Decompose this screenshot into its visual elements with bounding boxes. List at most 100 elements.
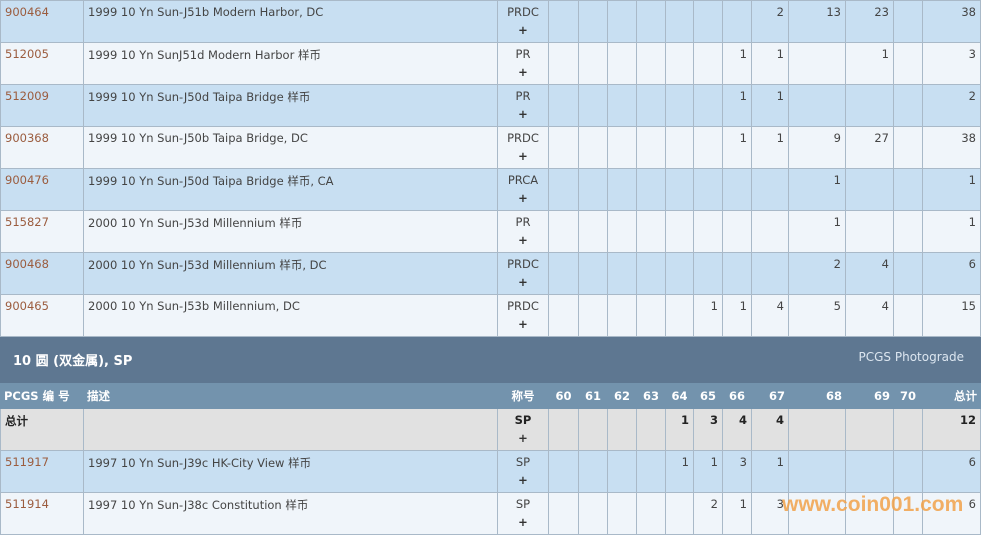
grade-69-count: 1 [845, 42, 894, 85]
grade-70-count [893, 84, 923, 127]
plus-grade-toggle[interactable]: + [518, 473, 528, 487]
grade-68-count [788, 42, 846, 85]
grade-66-count: 1 [722, 126, 752, 169]
pcgs-number-link[interactable]: 900368 [5, 131, 49, 145]
table-row: 900476 1999 10 Yn Sun-J50d Taipa Bridge 样… [0, 168, 981, 211]
pcgs-number-link[interactable]: 511914 [5, 497, 49, 511]
header-description: 描述 [83, 382, 498, 409]
grade-69-count [845, 492, 894, 535]
grade-67-count: 1 [751, 450, 789, 493]
description-cell: 2000 10 Yn Sun-J53b Millennium, DC [83, 294, 498, 337]
grade-65-count: 2 [693, 492, 723, 535]
plus-grade-toggle[interactable]: + [518, 275, 528, 289]
grade-61-count [578, 126, 608, 169]
grade-70-count [893, 252, 923, 295]
header-grade-66: 66 [722, 382, 752, 409]
total-count: 12 [922, 408, 981, 451]
plus-grade-toggle[interactable]: + [518, 233, 528, 247]
designation: PRDC [507, 299, 539, 313]
grade-70-count [893, 210, 923, 253]
pcgs-number-cell: 512005 [0, 42, 84, 85]
grade-64-count: 1 [665, 408, 694, 451]
grade-60-count [548, 492, 579, 535]
designation: PR [515, 89, 531, 103]
description: 2000 10 Yn Sun-J53d Millennium 样币, DC [88, 258, 327, 272]
grade-66-count: 1 [722, 492, 752, 535]
grade-70-count [893, 450, 923, 493]
pcgs-number-link[interactable]: 512005 [5, 47, 49, 61]
grade-64-count: 1 [665, 450, 694, 493]
designation: PRDC [507, 131, 539, 145]
grade-70-count [893, 126, 923, 169]
plus-grade-toggle[interactable]: + [518, 191, 528, 205]
grade-69-count: 4 [845, 252, 894, 295]
grade-67-count: 4 [751, 294, 789, 337]
header-total: 总计 [922, 382, 981, 409]
grade-66-count: 1 [722, 84, 752, 127]
header-grade-63: 63 [636, 382, 666, 409]
description-cell: 2000 10 Yn Sun-J53d Millennium 样币 [83, 210, 498, 253]
designation-cell: PRDC + [497, 0, 549, 43]
grade-65-count: 3 [693, 408, 723, 451]
description: 1999 10 Yn Sun-J51b Modern Harbor, DC [88, 5, 324, 19]
grade-65-count [693, 210, 723, 253]
grade-69-count: 27 [845, 126, 894, 169]
table-row: 总计 SP +1 3 4 4 12 [0, 408, 981, 451]
plus-grade-toggle[interactable]: + [518, 23, 528, 37]
description-cell: 1997 10 Yn Sun-J38c Constitution 样币 [83, 492, 498, 535]
pcgs-number-link[interactable]: 511917 [5, 455, 49, 469]
total-count: 1 [922, 210, 981, 253]
pcgs-number-cell: 512009 [0, 84, 84, 127]
grade-61-count [578, 168, 608, 211]
description: 1999 10 Yn Sun-J50d Taipa Bridge 样币, CA [88, 174, 334, 188]
designation-cell: PRDC + [497, 294, 549, 337]
table-row: 515827 2000 10 Yn Sun-J53d Millennium 样币 P… [0, 210, 981, 253]
grade-66-count [722, 0, 752, 43]
description: 2000 10 Yn Sun-J53b Millennium, DC [88, 299, 300, 313]
pcgs-number-link[interactable]: 512009 [5, 89, 49, 103]
plus-grade-toggle[interactable]: + [518, 149, 528, 163]
grade-68-count: 1 [788, 168, 846, 211]
pcgs-number-link[interactable]: 900464 [5, 5, 49, 19]
grade-62-count [607, 252, 637, 295]
plus-grade-toggle[interactable]: + [518, 317, 528, 331]
designation-cell: SP + [497, 408, 549, 451]
pcgs-number-link[interactable]: 900468 [5, 257, 49, 271]
table-row: 900468 2000 10 Yn Sun-J53d Millennium 样币,… [0, 252, 981, 295]
grade-69-count [845, 408, 894, 451]
grade-67-count [751, 210, 789, 253]
description-cell: 1999 10 Yn Sun-J50b Taipa Bridge, DC [83, 126, 498, 169]
grade-68-count: 5 [788, 294, 846, 337]
pcgs-number-cell: 511914 [0, 492, 84, 535]
description: 1997 10 Yn Sun-J39c HK-City View 样币 [88, 456, 312, 470]
description: 1997 10 Yn Sun-J38c Constitution 样币 [88, 498, 309, 512]
grade-61-count [578, 294, 608, 337]
grade-63-count [636, 126, 666, 169]
description-cell [83, 408, 498, 451]
pcgs-number-link[interactable]: 900476 [5, 173, 49, 187]
grade-63-count [636, 210, 666, 253]
grade-64-count [665, 252, 694, 295]
plus-grade-toggle[interactable]: + [518, 107, 528, 121]
table-row: 511914 1997 10 Yn Sun-J38c Constitution 样… [0, 492, 981, 535]
description-cell: 1999 10 Yn SunJ51d Modern Harbor 样币 [83, 42, 498, 85]
plus-grade-toggle[interactable]: + [518, 431, 528, 445]
designation-cell: SP + [497, 450, 549, 493]
pcgs-number-link[interactable]: 515827 [5, 215, 49, 229]
grade-62-count [607, 42, 637, 85]
grade-60-count [548, 0, 579, 43]
grade-62-count [607, 408, 637, 451]
header-grade-64: 64 [665, 382, 694, 409]
plus-grade-toggle[interactable]: + [518, 65, 528, 79]
grade-67-count: 1 [751, 126, 789, 169]
grade-60-count [548, 450, 579, 493]
photograde-link[interactable]: PCGS Photograde [858, 350, 964, 364]
designation-cell: SP + [497, 492, 549, 535]
pcgs-number-cell: 900468 [0, 252, 84, 295]
grade-62-count [607, 210, 637, 253]
grade-69-count: 4 [845, 294, 894, 337]
total-count: 1 [922, 168, 981, 211]
plus-grade-toggle[interactable]: + [518, 515, 528, 529]
grade-60-count [548, 408, 579, 451]
pcgs-number-link[interactable]: 900465 [5, 299, 49, 313]
